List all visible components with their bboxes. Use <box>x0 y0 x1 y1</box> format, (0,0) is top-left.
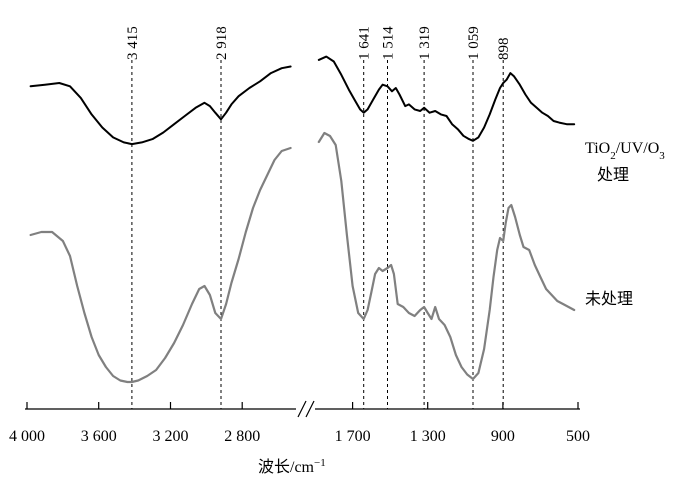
series-line-untreated-left <box>29 146 292 384</box>
x-axis <box>25 396 580 420</box>
peak-marker-labels: 3 415 2 918 1 641 1 514 1 319 1 059 898 <box>125 26 512 60</box>
x-axis-title: 波长/cm−1 <box>258 457 326 476</box>
peak-label-1514: 1 514 <box>381 26 397 60</box>
axis-break-gap <box>298 396 313 420</box>
tick-label-1300: 1 300 <box>410 428 446 445</box>
tick-label-900: 900 <box>491 428 515 445</box>
series-label-treated-line2: 处理 <box>597 166 629 184</box>
peak-label-2918: 2 918 <box>214 26 230 60</box>
tick-label-500: 500 <box>566 428 590 445</box>
series-line-untreated-right <box>317 131 576 381</box>
tick-label-3600: 3 600 <box>81 428 117 445</box>
peak-label-898: 898 <box>496 38 512 61</box>
axis-break-mark-left <box>297 400 307 418</box>
tick-label-4000: 4 000 <box>9 428 45 445</box>
tick-label-3200: 3 200 <box>153 428 189 445</box>
spectrum-series <box>29 55 576 384</box>
tick-label-1700: 1 700 <box>335 428 371 445</box>
series-label-treated: TiO2/UV/O3 处理 <box>585 140 665 184</box>
peak-label-3415: 3 415 <box>125 26 141 60</box>
series-line-treated-left <box>29 65 292 146</box>
peak-label-1059: 1 059 <box>466 26 482 60</box>
peak-label-1319: 1 319 <box>417 26 433 60</box>
peak-marker-lines <box>131 60 504 409</box>
axis-break-mark-right <box>305 400 315 418</box>
x-axis-ticks <box>26 402 579 409</box>
x-axis-tick-labels: 4 000 3 600 3 200 2 800 1 700 1 300 900 500 <box>9 428 590 445</box>
peak-label-1641: 1 641 <box>357 26 373 60</box>
tick-label-2800: 2 800 <box>224 428 260 445</box>
series-label-untreated: 未处理 <box>585 290 633 308</box>
series-label-treated-line1: TiO2/UV/O3 <box>585 140 665 162</box>
series-line-treated-right <box>317 55 576 142</box>
